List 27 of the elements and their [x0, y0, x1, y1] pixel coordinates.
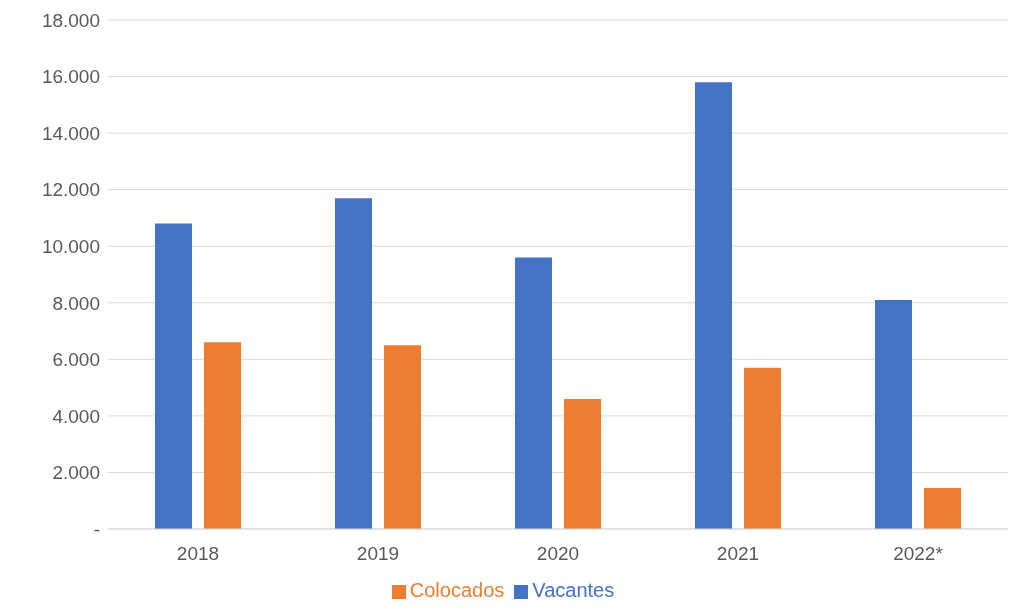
x-tick-label: 2018	[176, 543, 220, 565]
y-tick-label: 12.000	[41, 179, 100, 201]
bar	[155, 223, 192, 529]
y-tick-label: 16.000	[41, 66, 100, 88]
x-tick-label: 2020	[536, 543, 580, 565]
y-tick-label: 18.000	[41, 9, 100, 31]
x-tick-label: 2019	[356, 543, 400, 565]
bar	[875, 299, 912, 529]
y-tick-label: 6.000	[52, 349, 100, 371]
x-tick-label: 2022*	[893, 543, 944, 565]
bar	[384, 345, 421, 529]
x-tick-label: 2021	[716, 543, 760, 565]
bar	[744, 367, 781, 529]
bar	[564, 398, 601, 529]
y-tick-label: -	[93, 518, 100, 540]
y-tick-label: 14.000	[41, 122, 100, 144]
y-tick-label: 4.000	[52, 405, 100, 427]
y-tick-label: 8.000	[52, 292, 100, 314]
bar	[695, 82, 732, 529]
legend-label: Vacantes	[532, 579, 615, 601]
bar	[335, 198, 372, 529]
bar	[924, 488, 961, 529]
y-tick-label: 10.000	[41, 235, 100, 257]
legend-label: Colocados	[409, 579, 505, 601]
y-tick-label: 2.000	[52, 462, 100, 484]
bar	[204, 342, 241, 529]
bar	[515, 257, 552, 529]
